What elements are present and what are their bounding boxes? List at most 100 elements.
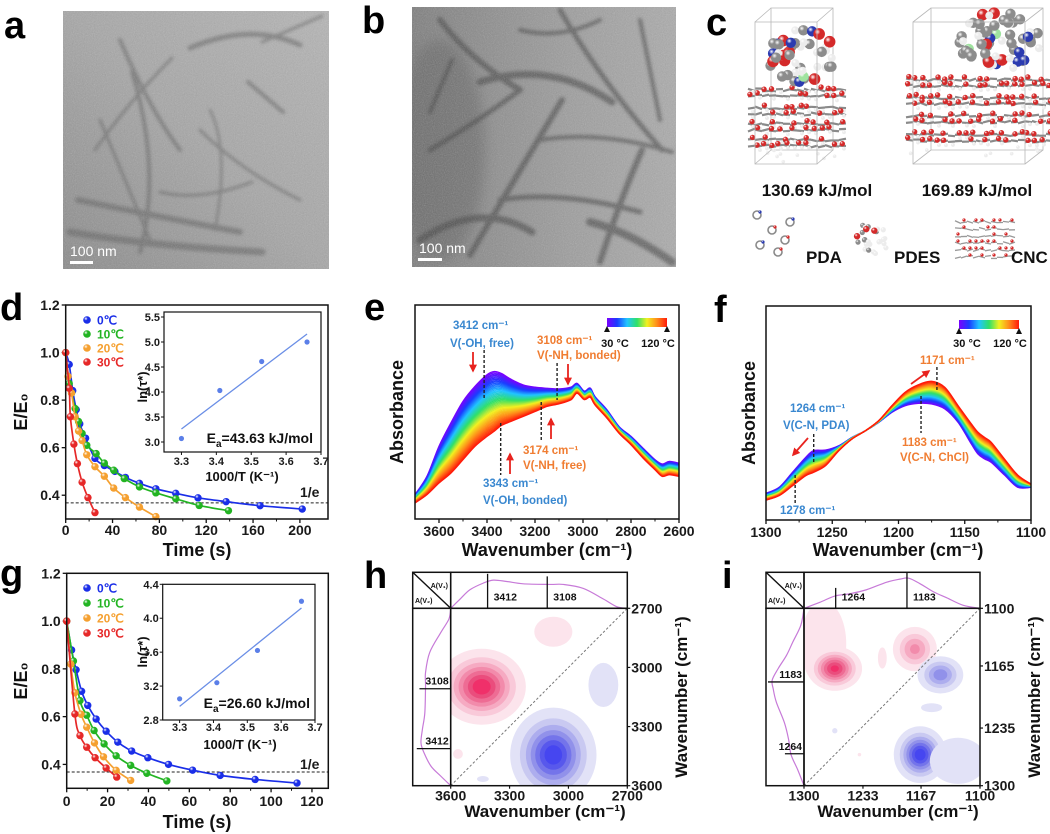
bond xyxy=(803,113,812,117)
spectra-family xyxy=(766,380,1031,501)
atom-hydrogen xyxy=(1021,134,1025,139)
atom-oxygen xyxy=(1047,129,1050,135)
atom-oxygen xyxy=(928,93,934,99)
adsorbate-atom xyxy=(991,52,1000,61)
atom-hydrogen xyxy=(758,148,762,152)
activation-energy-label: Ea=26.60 kJ/mol xyxy=(204,695,310,715)
atom-hydrogen xyxy=(937,123,941,128)
panel-label-h: h xyxy=(364,555,387,597)
atom-hydrogen xyxy=(1035,143,1039,148)
data-point xyxy=(76,731,84,740)
bond xyxy=(933,84,942,88)
y-axis-title: E/E₀ xyxy=(11,393,31,430)
atom-oxygen xyxy=(977,75,983,82)
atom-oxygen xyxy=(803,134,809,141)
y-tick-label: 1.0 xyxy=(40,345,60,361)
temperature-colorbar xyxy=(607,318,667,327)
data-point xyxy=(91,754,99,762)
data-point xyxy=(135,503,144,511)
atom-hydrogen xyxy=(965,105,969,109)
tem-image-b xyxy=(412,7,676,267)
x-tick-label: 2700 xyxy=(612,788,643,804)
atom-oxygen xyxy=(920,82,926,88)
bond xyxy=(782,94,791,98)
tem-grain xyxy=(63,11,329,269)
inset-data-point xyxy=(304,339,310,345)
top-reference-spectrum xyxy=(450,579,628,609)
bond xyxy=(926,121,935,125)
atom-hydrogen xyxy=(1035,122,1039,126)
atom-oxygen xyxy=(919,117,925,123)
atom-oxygen xyxy=(970,92,976,99)
data-point xyxy=(126,761,135,770)
atom xyxy=(871,227,878,234)
atom-oxygen xyxy=(1010,218,1014,222)
data-point xyxy=(71,404,79,413)
legend-marker xyxy=(83,316,91,324)
inset-data-point xyxy=(259,358,265,365)
bond xyxy=(1024,120,1033,124)
bond xyxy=(912,119,921,124)
atom xyxy=(865,239,871,245)
x-tick-label: 40 xyxy=(141,793,157,809)
atom-hydrogen xyxy=(786,145,790,150)
series-line xyxy=(65,621,118,778)
bond xyxy=(817,106,826,110)
positive-contour xyxy=(830,665,839,672)
atom-oxygen xyxy=(1012,75,1018,82)
atom-oxygen xyxy=(777,126,783,132)
y-tick-label: 1235 xyxy=(984,720,1015,736)
atom-oxygen xyxy=(956,118,962,124)
bond xyxy=(972,220,980,224)
atom-hydrogen xyxy=(951,124,955,128)
annotation-3343-wavenumber: 3343 cm⁻¹ xyxy=(483,478,538,490)
data-point xyxy=(121,493,130,502)
bond xyxy=(954,113,963,118)
x-axis-title: Wavenumber (cm⁻¹) xyxy=(817,802,978,821)
x-tick-label: 3000 xyxy=(567,523,598,539)
cell-edge xyxy=(1024,149,1044,165)
bond xyxy=(1010,139,1019,143)
side-strip-frame xyxy=(411,607,452,787)
atom-oxygen xyxy=(904,80,911,87)
inset-fit-line xyxy=(181,333,308,430)
atom-hydrogen xyxy=(909,79,913,84)
atom-hydrogen xyxy=(807,96,811,101)
bond xyxy=(824,143,833,149)
inset-frame xyxy=(163,311,322,453)
atom-oxygen xyxy=(791,120,797,126)
bond xyxy=(905,101,914,105)
atom xyxy=(883,245,889,251)
inset-x-tick-label: 3.3 xyxy=(172,722,187,734)
data-point xyxy=(77,687,86,696)
bond xyxy=(775,121,784,125)
bond xyxy=(984,242,992,245)
atom-oxygen xyxy=(1025,74,1031,80)
bond xyxy=(990,234,998,238)
atom-hydrogen xyxy=(1042,105,1046,110)
atom-oxygen xyxy=(1031,137,1038,144)
atom-oxygen xyxy=(977,82,983,88)
atom-hydrogen xyxy=(807,109,811,114)
atom-oxygen xyxy=(962,225,966,229)
negative-contour xyxy=(832,728,838,734)
bond xyxy=(1002,220,1010,223)
panel-b: b 100 nm xyxy=(362,0,676,267)
atom-oxygen xyxy=(1019,93,1025,100)
atom-oxygen xyxy=(824,92,830,98)
diagonal-line xyxy=(803,607,981,787)
bond xyxy=(775,107,784,111)
x-axis-title: Wavenumber (cm⁻¹) xyxy=(464,802,625,821)
atom-hydrogen xyxy=(944,143,948,148)
x-tick-label: 3600 xyxy=(423,523,454,539)
data-point xyxy=(114,738,122,746)
spectrum-curve-max-temp xyxy=(766,380,1031,501)
atom-hydrogen xyxy=(835,98,839,103)
bond xyxy=(972,255,980,259)
atom-hydrogen xyxy=(1028,86,1032,91)
spectrum-curve-max-temp xyxy=(415,392,679,504)
bond xyxy=(1002,235,1010,238)
legend-label: 10℃ xyxy=(97,328,124,342)
inset-y-tick-label: 4.0 xyxy=(145,387,160,399)
annotation-3412-wavenumber: 3412 cm⁻¹ xyxy=(453,320,508,332)
